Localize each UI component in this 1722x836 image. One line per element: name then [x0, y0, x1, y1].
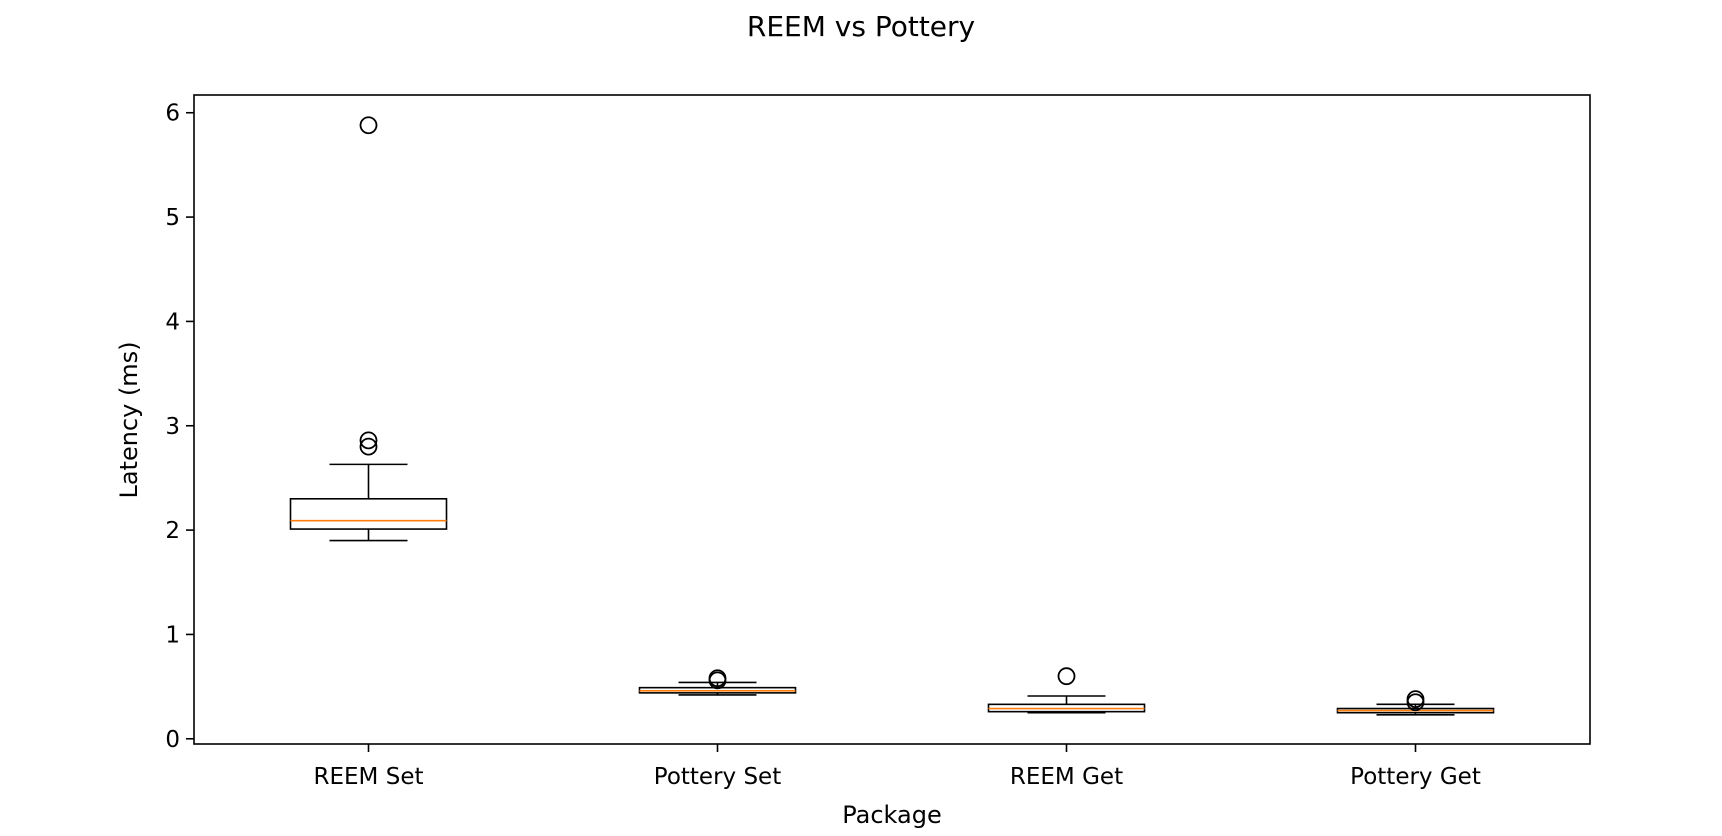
y-tick-label: 2 [165, 518, 180, 544]
box-iqr [289, 497, 448, 530]
y-axis: 0 1 2 3 4 5 6 [165, 101, 194, 753]
boxes-layer [289, 116, 1495, 716]
outlier-point [359, 116, 378, 135]
y-axis-label: Latency (ms) [115, 341, 143, 498]
y-tick-label: 0 [165, 727, 180, 753]
box-2 [638, 669, 797, 696]
outlier-point [1057, 667, 1076, 686]
x-tick-label: REEM Get [1010, 764, 1123, 790]
box-3 [987, 667, 1146, 714]
outlier-point [359, 437, 378, 456]
outlier-point [359, 431, 378, 450]
y-tick-label: 3 [165, 414, 180, 440]
outlier-point [708, 669, 727, 688]
x-axis-label: Package [842, 801, 941, 829]
y-tick-label: 6 [165, 101, 180, 127]
y-tick-label: 1 [165, 622, 180, 648]
y-tick-label: 5 [165, 205, 180, 231]
box-1 [289, 116, 448, 542]
x-axis: REEM Set Pottery Set REEM Get Pottery Get [314, 744, 1481, 790]
box-4 [1336, 690, 1495, 716]
plot-area-frame [193, 94, 1591, 745]
y-tick-label: 4 [165, 309, 180, 335]
chart-title: REEM vs Pottery [747, 10, 975, 43]
x-tick-label: Pottery Set [654, 764, 781, 790]
x-tick-label: Pottery Get [1350, 764, 1481, 790]
x-tick-label: REEM Set [314, 764, 424, 790]
outlier-point [1406, 690, 1425, 709]
